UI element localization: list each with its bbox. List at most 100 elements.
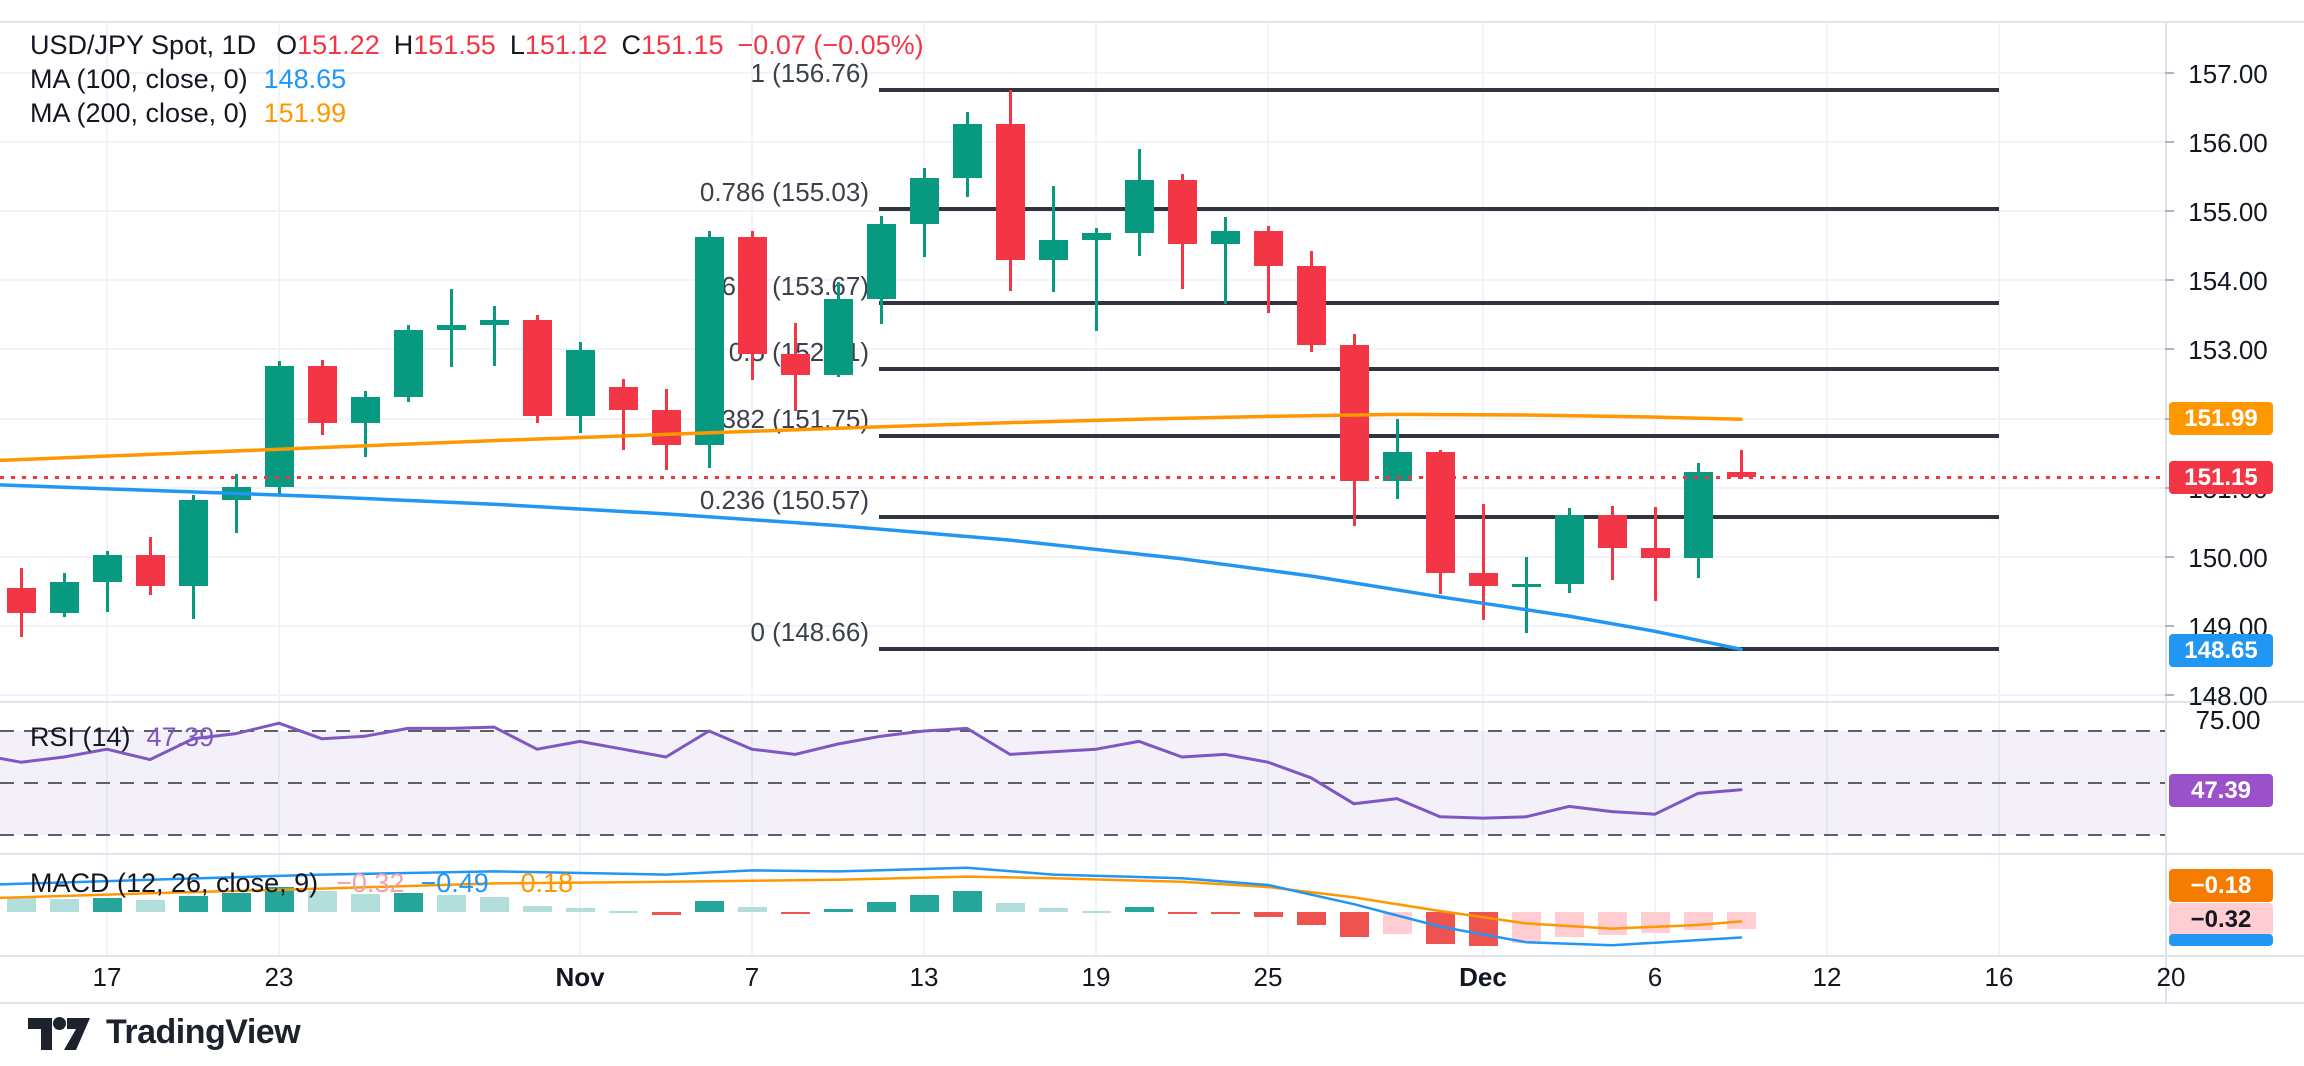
- candle-body: [479, 320, 509, 325]
- macd-line-value: −0.49: [420, 868, 489, 898]
- time-axis-label[interactable]: 17: [92, 962, 122, 992]
- macd-histogram-bar: [1425, 912, 1455, 945]
- price-axis-tick: [2165, 555, 2174, 558]
- rsi-label: RSI (14): [30, 722, 131, 752]
- time-axis-label[interactable]: 7: [744, 962, 760, 992]
- price-axis-border: [2165, 21, 2167, 1002]
- price-axis-tick: [2165, 348, 2174, 351]
- candle-body: [393, 330, 423, 398]
- candle-body: [1253, 231, 1283, 266]
- macd-pane-separator: [0, 853, 2304, 855]
- price-axis-label[interactable]: 156.00: [2188, 128, 2268, 159]
- price-axis-tick: [2165, 141, 2174, 144]
- macd-histogram-bar: [1339, 912, 1369, 937]
- macd-histogram-bar: [694, 900, 724, 912]
- candle-body: [1511, 584, 1541, 588]
- time-axis-label[interactable]: 20: [2156, 962, 2186, 992]
- fib-line[interactable]: [879, 207, 1999, 212]
- rsi-dashed-level: [0, 834, 2165, 836]
- candle-body: [436, 324, 466, 331]
- price-axis-label[interactable]: 153.00: [2188, 335, 2268, 366]
- candle-body: [565, 350, 595, 417]
- high-key: H: [393, 30, 414, 60]
- close-key: C: [621, 30, 641, 60]
- macd-histogram-bar: [1081, 910, 1111, 913]
- time-axis-label[interactable]: 23: [264, 962, 294, 992]
- gridline-horizontal: [0, 279, 2165, 282]
- last-price-dotted-line: [0, 475, 2165, 479]
- symbol-legend[interactable]: USD/JPY Spot, 1D O 151.22 H 151.55 L 151…: [30, 30, 924, 61]
- rsi-value-badge: 47.39: [2169, 774, 2273, 807]
- ma200-label: MA (200, close, 0): [30, 98, 248, 128]
- candle-wick: [1051, 185, 1055, 293]
- macd-histogram-bar: [1382, 912, 1412, 934]
- tradingview-logo[interactable]: TradingView: [26, 1010, 301, 1054]
- macd-histogram-bar: [1468, 912, 1498, 947]
- macd-histogram-bar: [1038, 907, 1068, 912]
- time-axis-label[interactable]: 12: [1812, 962, 1842, 992]
- candle-wick: [1481, 504, 1485, 621]
- candle-body: [350, 397, 380, 423]
- price-axis-label[interactable]: 157.00: [2188, 59, 2268, 89]
- fib-line[interactable]: [879, 433, 1999, 438]
- fib-line[interactable]: [879, 647, 1999, 652]
- time-axis-label[interactable]: 25: [1253, 962, 1283, 992]
- candle-body: [1339, 345, 1369, 481]
- fib-label: 0 (148.66): [750, 617, 869, 648]
- tradingview-logo-icon: [28, 1017, 90, 1050]
- time-axis-label[interactable]: Nov: [555, 962, 605, 992]
- price-axis-tick: [2165, 210, 2174, 213]
- macd-histogram-bar: [479, 897, 509, 912]
- candle-wick: [1739, 449, 1743, 480]
- low-value: 151.12: [524, 30, 608, 60]
- rsi-axis-label[interactable]: 75.00: [2195, 705, 2261, 735]
- macd-histogram-bar: [1253, 912, 1283, 918]
- candle-body: [522, 320, 552, 417]
- fib-line[interactable]: [879, 301, 1999, 306]
- macd-histogram-bar: [1210, 912, 1240, 915]
- macd-legend[interactable]: MACD (12, 26, close, 9) −0.32 −0.49 −0.1…: [30, 868, 573, 899]
- candle-body: [92, 554, 122, 583]
- macd-histogram-bar: [92, 897, 122, 912]
- candle-body: [1468, 573, 1498, 586]
- candle-body: [1081, 233, 1111, 240]
- price-axis-label[interactable]: 148.00: [2188, 680, 2268, 711]
- candle-body: [1726, 472, 1756, 478]
- price-axis-label[interactable]: 155.00: [2188, 197, 2268, 228]
- last-price-badge: 151.15: [2169, 461, 2273, 494]
- price-axis-label[interactable]: 150.00: [2188, 542, 2268, 573]
- rsi-pane-separator: [0, 701, 2304, 703]
- change-value: −0.07 (−0.05%): [737, 30, 924, 60]
- time-axis-border: [0, 955, 2304, 957]
- macd-histogram-bar: [49, 899, 79, 912]
- time-axis-label[interactable]: 13: [909, 962, 939, 992]
- macd-histogram-bar: [135, 899, 165, 912]
- ma200-price-badge: 151.99: [2169, 402, 2273, 435]
- candle-body: [909, 178, 939, 225]
- macd-signal-value: −0.18: [504, 868, 574, 898]
- ma200-legend[interactable]: MA (200, close, 0) 151.99: [30, 98, 346, 129]
- rsi-legend[interactable]: RSI (14) 47.39: [30, 722, 214, 753]
- tradingview-logo-text: TradingView: [106, 1012, 301, 1051]
- gridline-horizontal: [0, 693, 2165, 696]
- time-axis-label[interactable]: 19: [1081, 962, 1111, 992]
- macd-histogram-bar: [823, 908, 853, 912]
- macd-signal-badge: −0.18: [2169, 869, 2273, 902]
- time-axis-label[interactable]: Dec: [1459, 962, 1507, 992]
- candle-body: [6, 588, 36, 613]
- ma100-legend[interactable]: MA (100, close, 0) 148.65: [30, 64, 346, 95]
- close-value: 151.15: [640, 30, 724, 60]
- candle-body: [995, 124, 1025, 260]
- gridline-horizontal: [0, 72, 2165, 74]
- fib-line[interactable]: [879, 87, 1999, 92]
- candle-body: [737, 237, 767, 354]
- time-axis-label[interactable]: 16: [1984, 962, 2014, 992]
- price-axis-label[interactable]: 154.00: [2188, 266, 2268, 297]
- time-axis-label[interactable]: 6: [1647, 962, 1663, 992]
- macd-histogram-bar: [1167, 912, 1197, 914]
- high-value: 151.55: [413, 30, 496, 60]
- fib-line[interactable]: [879, 367, 1999, 372]
- candle-body: [49, 582, 79, 613]
- fib-label: 0.786 (155.03): [699, 177, 869, 208]
